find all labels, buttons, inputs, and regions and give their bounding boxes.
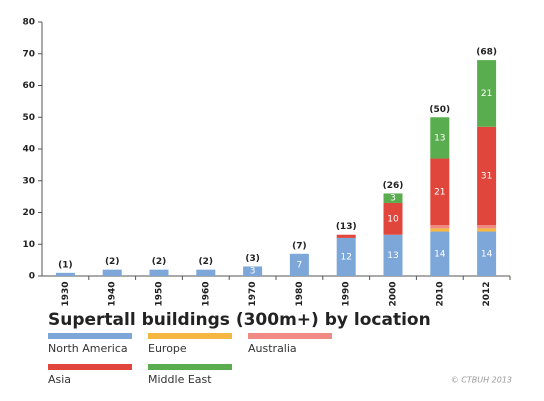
x-tick-label: 1970 [248,281,258,306]
x-tick-label: 1990 [342,281,352,306]
bar-segment [430,228,450,232]
value-label: 14 [481,249,493,259]
x-tick-label: 1960 [201,281,211,306]
y-tick-label: 50 [22,113,35,123]
legend-label: Australia [248,342,297,355]
legend-swatch [48,333,132,339]
bar-segment [383,234,403,276]
total-label: (2) [199,257,214,267]
y-tick-label: 0 [29,272,35,282]
x-tick-label: 2012 [482,281,492,306]
bar-segment [383,193,403,203]
bar-segment [243,266,263,276]
bar-segment [149,269,169,276]
bar-segment [55,272,75,276]
value-label: 12 [340,252,351,262]
y-tick-label: 30 [22,176,35,186]
total-label: (50) [429,105,450,115]
bar-segment [196,269,216,276]
chart-title: Supertall buildings (300m+) by location [48,310,431,330]
total-label: (13) [336,222,357,232]
total-label: (2) [105,257,120,267]
total-label: (3) [245,254,260,264]
total-label: (68) [476,48,497,58]
legend-label: North America [48,342,128,355]
value-label: 21 [434,187,445,197]
value-label: 10 [387,214,399,224]
y-tick-label: 20 [22,208,35,218]
legend-swatch [248,333,332,339]
value-label: 31 [481,171,492,181]
bar-segment [430,225,450,229]
x-tick-label: 1980 [295,281,305,306]
bar-segment [430,117,450,159]
value-label: 3 [250,267,256,277]
total-label: (26) [383,181,404,191]
legend-swatch [148,333,232,339]
total-label: (7) [292,241,307,251]
x-tick-label: 2000 [389,281,399,306]
y-tick-label: 10 [22,240,35,250]
x-tick-label: 1940 [108,281,118,306]
legend-swatch [148,364,232,370]
bar-segment [336,234,356,238]
x-tick-label: 1930 [61,281,71,306]
value-label: 3 [390,194,396,204]
value-label: 21 [481,89,492,99]
value-label: 14 [434,249,446,259]
value-label: 7 [297,260,303,270]
total-label: (1) [58,260,73,270]
credit: © CTBUH 2013 [451,376,512,385]
bar-segment [477,225,497,229]
legend-swatch [48,364,132,370]
bar-segment [477,228,497,232]
y-tick-label: 70 [22,49,35,59]
bar-segment [477,126,497,226]
y-tick-label: 40 [22,145,35,155]
y-tick-label: 60 [22,81,35,91]
bar-segment [477,231,497,276]
bar-segment [289,253,309,276]
value-label: 13 [434,133,445,143]
legend-label: Asia [48,373,71,386]
bar-segment [383,202,403,235]
legend-label: Europe [148,342,187,355]
value-label: 13 [387,251,398,261]
y-tick-label: 80 [22,18,35,28]
bar-segment [477,60,497,127]
legend-label: Middle East [148,373,212,386]
total-label: (2) [152,257,167,267]
bar-segment [102,269,122,276]
bar-segment [336,237,356,276]
x-tick-label: 1950 [155,281,165,306]
x-tick-label: 2010 [435,281,445,306]
bar-segment [430,231,450,276]
bar-segment [430,158,450,226]
